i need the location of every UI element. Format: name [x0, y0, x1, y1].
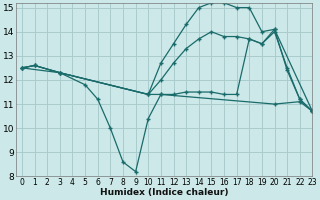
- X-axis label: Humidex (Indice chaleur): Humidex (Indice chaleur): [100, 188, 228, 197]
